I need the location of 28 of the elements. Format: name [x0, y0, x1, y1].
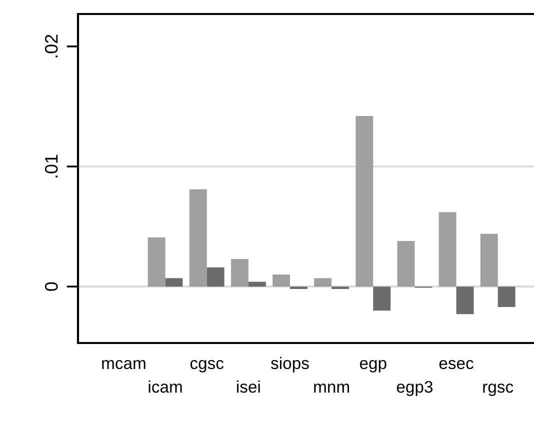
- y-tick-label: 0: [44, 282, 58, 291]
- bar: [397, 240, 415, 287]
- y-tick-label: .02: [44, 34, 58, 58]
- bar: [248, 282, 266, 287]
- bar: [373, 286, 391, 311]
- x-tick-label: mcam: [102, 360, 146, 370]
- x-tick-label: egp3: [396, 380, 433, 396]
- x-tick-label: cgsc: [190, 360, 224, 372]
- bar: [314, 278, 332, 287]
- bar: [438, 212, 456, 287]
- x-tick-label: esec: [439, 360, 474, 370]
- x-tick-label: rgsc: [483, 384, 514, 396]
- bar: [189, 189, 207, 287]
- bar: [165, 278, 183, 287]
- bar: [356, 116, 374, 287]
- bar: [230, 258, 248, 287]
- bar: [456, 286, 474, 314]
- bar: [498, 286, 516, 307]
- bar: [148, 237, 166, 287]
- bar: [206, 267, 224, 287]
- y-tick-label: .01: [44, 154, 58, 178]
- x-tick-label: siops: [271, 356, 309, 372]
- x-tick-label: icam: [148, 380, 182, 393]
- x-tick-label: mnm: [314, 384, 349, 393]
- bar: [480, 234, 498, 287]
- bar: [272, 274, 290, 287]
- x-tick-label: isei: [237, 380, 260, 393]
- x-tick-label: egp: [360, 360, 386, 372]
